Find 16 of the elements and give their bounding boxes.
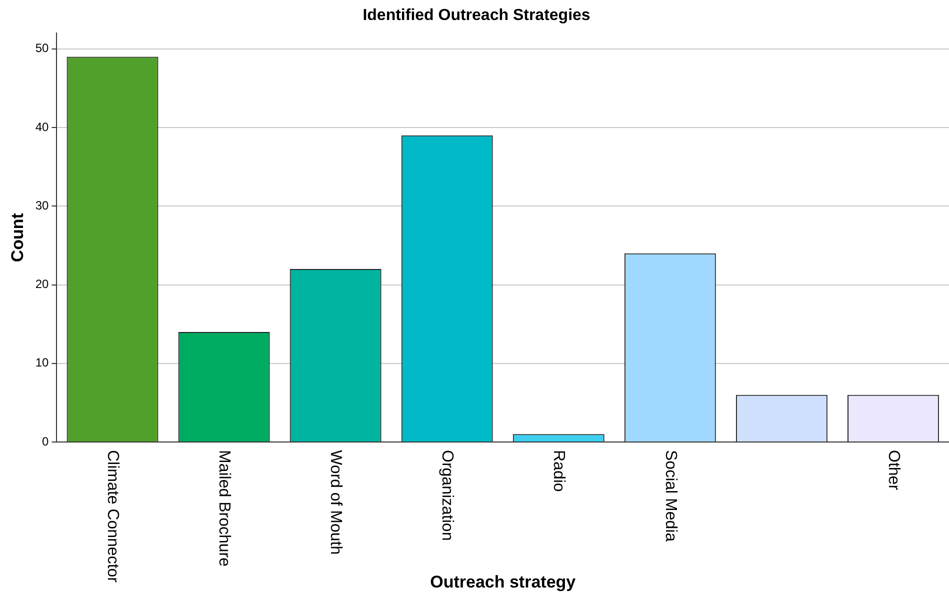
y-tick-label: 20 [35,277,50,292]
x-tick-label: Radio [550,450,568,492]
x-tick-label: Other [884,450,902,491]
y-tick-label: 30 [35,198,50,212]
y-tick-label: 50 [35,41,50,56]
y-tick-label: 0 [42,434,50,448]
x-tick-label: Organization [438,450,456,541]
x-tick-label: Climate Connector [104,450,122,584]
x-tick-label: Social Media [662,450,679,542]
x-tick-label: Mailed Brochure [216,450,233,567]
x-tick-label: Word of Mouth [327,450,344,555]
x-axis-title: Outreach strategy [430,572,576,592]
y-tick-label: 10 [35,356,50,370]
chart-title: Identified Outreach Strategies [362,7,590,24]
y-axis-title: Count [8,212,27,262]
y-tick-label: 40 [35,120,50,134]
